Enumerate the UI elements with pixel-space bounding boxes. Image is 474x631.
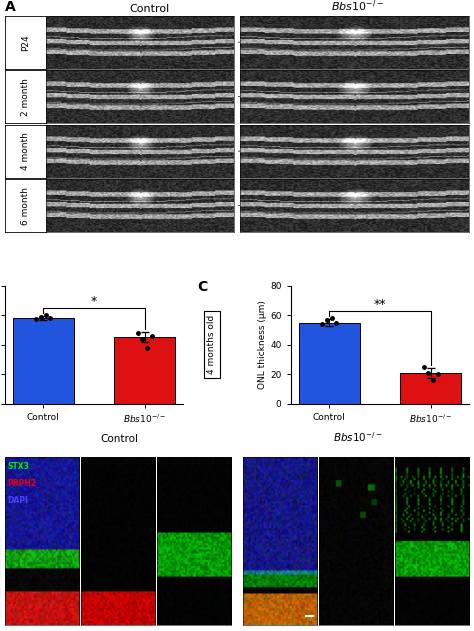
Bar — [13, 318, 74, 404]
Y-axis label: ONL thickness (μm): ONL thickness (μm) — [258, 300, 267, 389]
Text: **: ** — [374, 298, 386, 311]
Bar — [114, 338, 175, 404]
Text: *: * — [91, 295, 97, 308]
Bar — [299, 322, 360, 404]
Text: C: C — [198, 280, 208, 293]
Text: 4 month: 4 month — [21, 132, 30, 170]
Text: $\it{Bbs10^{-/-}}$: $\it{Bbs10^{-/-}}$ — [333, 430, 382, 444]
Text: 4 months old: 4 months old — [208, 315, 217, 374]
Text: DAPI: DAPI — [8, 496, 28, 505]
Text: Control: Control — [129, 4, 169, 14]
Text: Control: Control — [100, 434, 138, 444]
Text: 2 month: 2 month — [21, 78, 30, 115]
Text: STX3: STX3 — [8, 463, 29, 471]
Text: PRPH2: PRPH2 — [8, 479, 37, 488]
Bar — [400, 373, 461, 404]
Text: 6 month: 6 month — [21, 187, 30, 225]
Text: $\it{Bbs10^{-/-}}$: $\it{Bbs10^{-/-}}$ — [331, 0, 384, 14]
Text: P24: P24 — [21, 34, 30, 50]
Text: A: A — [5, 0, 16, 14]
